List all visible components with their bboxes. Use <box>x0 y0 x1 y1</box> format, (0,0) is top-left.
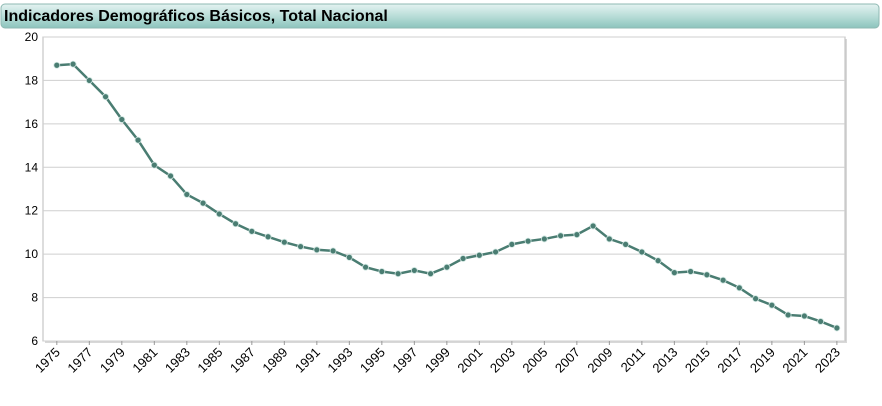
x-tick-label: 1977 <box>64 345 95 376</box>
x-tick-label: 2011 <box>618 345 648 375</box>
x-tick-label: 1995 <box>357 345 388 376</box>
point <box>638 248 646 256</box>
x-tick-label: 2015 <box>682 345 713 376</box>
x-tick-label: 2007 <box>552 345 583 376</box>
point <box>540 235 548 243</box>
y-tick-label: 6 <box>31 334 38 348</box>
x-tick-label: 2001 <box>454 345 485 376</box>
point <box>53 61 61 69</box>
point <box>833 324 841 332</box>
point <box>524 237 532 245</box>
point <box>150 161 158 169</box>
point <box>817 318 825 325</box>
point <box>508 240 516 248</box>
point <box>410 267 418 274</box>
point <box>752 295 760 303</box>
point <box>183 191 191 198</box>
x-tick-label: 1975 <box>32 345 63 376</box>
point <box>492 248 499 256</box>
x-tick-label: 2009 <box>584 345 615 376</box>
y-tick-label: 18 <box>25 73 39 87</box>
chart-title: Indicadores Demográficos Básicos, Total … <box>4 8 388 25</box>
x-tick-label: 1989 <box>259 345 290 376</box>
x-tick-label: 2019 <box>747 345 778 376</box>
point <box>199 199 207 207</box>
point <box>719 276 727 284</box>
x-tick-label: 1979 <box>97 345 128 376</box>
point <box>232 220 239 228</box>
y-tick-label: 12 <box>25 204 39 218</box>
point <box>134 136 142 144</box>
point <box>329 247 337 255</box>
x-tick-label: 1993 <box>324 345 355 376</box>
point <box>297 243 304 250</box>
point <box>800 312 808 320</box>
point <box>475 251 483 259</box>
x-tick-label: 1985 <box>194 345 225 376</box>
y-tick-label: 20 <box>25 30 39 44</box>
point <box>605 235 613 243</box>
y-tick-label: 14 <box>25 160 39 174</box>
point <box>459 255 467 262</box>
point <box>167 172 174 180</box>
point <box>687 268 695 275</box>
x-tick-label: 1983 <box>162 345 193 376</box>
point <box>345 253 353 261</box>
point <box>378 268 386 275</box>
x-tick-label: 2003 <box>487 345 518 376</box>
plot-area <box>42 36 846 342</box>
point <box>735 284 743 292</box>
y-tick-label: 8 <box>31 291 38 305</box>
x-tick-label: 1987 <box>227 345 258 376</box>
point <box>784 311 792 319</box>
y-tick-label: 16 <box>25 117 39 131</box>
point <box>102 93 109 101</box>
point <box>573 231 581 239</box>
point <box>443 263 451 271</box>
point <box>589 222 597 230</box>
x-tick-label: 2017 <box>714 345 745 376</box>
x-tick-label: 1991 <box>292 345 323 376</box>
point <box>69 60 77 68</box>
point <box>703 271 711 279</box>
point <box>557 232 565 240</box>
y-tick-label: 10 <box>25 247 39 261</box>
x-tick-label: 2023 <box>812 345 843 376</box>
x-tick-label: 2013 <box>649 345 680 376</box>
x-tick-label: 2021 <box>779 345 810 376</box>
point <box>264 233 272 241</box>
point <box>654 257 662 265</box>
point <box>85 77 93 84</box>
point <box>248 227 256 235</box>
point <box>427 270 434 278</box>
point <box>313 246 321 254</box>
point <box>670 269 678 277</box>
x-tick-label: 1999 <box>422 345 453 376</box>
header-bar <box>0 3 880 29</box>
point <box>215 210 223 218</box>
x-tick-label: 1981 <box>129 345 160 376</box>
point <box>362 263 369 271</box>
point <box>118 116 126 123</box>
x-tick-label: 1997 <box>389 345 420 376</box>
x-tick-label: 2005 <box>519 345 550 376</box>
point <box>394 270 402 278</box>
point <box>768 301 776 309</box>
point <box>622 240 630 248</box>
point <box>280 238 288 246</box>
